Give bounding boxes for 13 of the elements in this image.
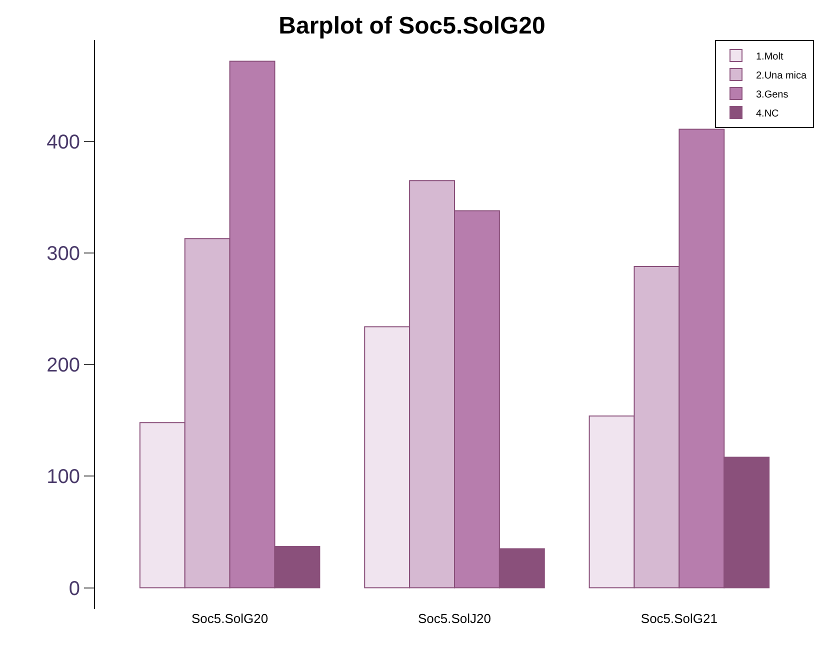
legend-label: 2.Una mica bbox=[756, 70, 808, 82]
legend-label: 1.Molt bbox=[756, 51, 784, 62]
y-tick-label: 100 bbox=[46, 466, 80, 488]
x-tick-label: Soc5.SolG20 bbox=[192, 611, 268, 626]
y-tick-label: 0 bbox=[68, 578, 80, 600]
x-tick-label: Soc5.SolJ20 bbox=[418, 611, 491, 626]
chart-title: Barplot of Soc5.SolG20 bbox=[278, 12, 546, 40]
legend-label: 4.NC bbox=[756, 108, 779, 120]
legend-label: 3.Gens bbox=[756, 89, 788, 100]
y-tick-label: 400 bbox=[46, 132, 80, 154]
x-tick-label: Soc5.SolG21 bbox=[640, 611, 718, 626]
y-tick-label: 300 bbox=[46, 243, 80, 266]
y-tick-label: 200 bbox=[46, 354, 80, 377]
